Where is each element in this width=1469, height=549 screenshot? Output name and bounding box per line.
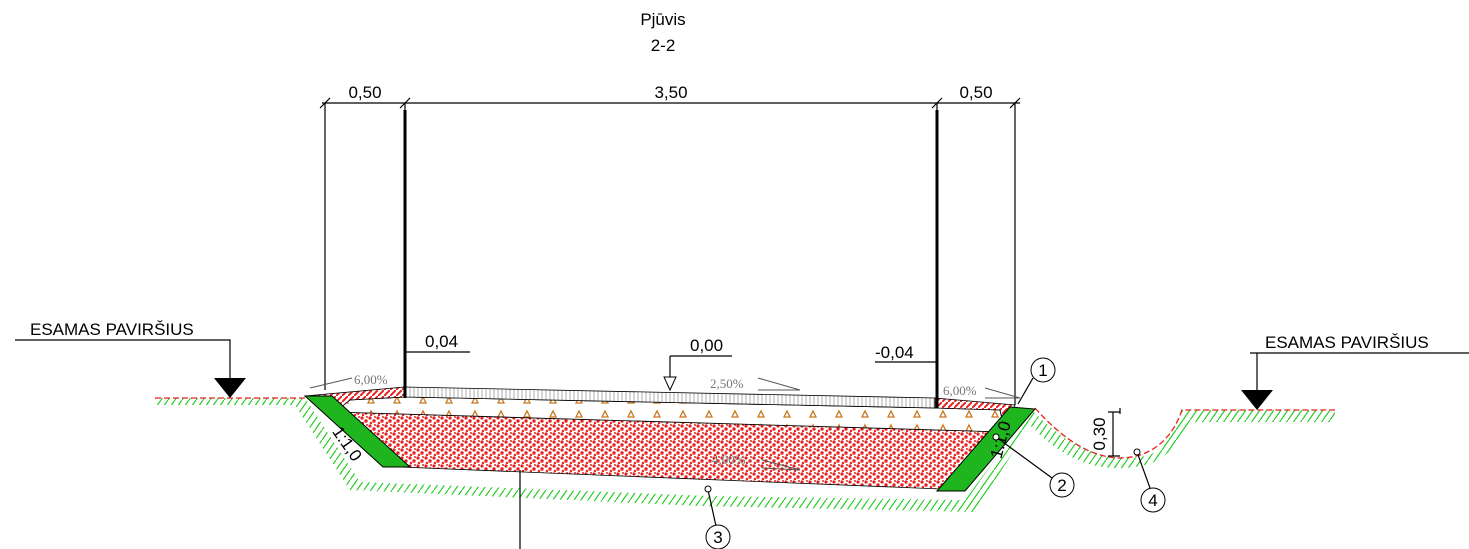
title: Pjūvis bbox=[640, 10, 685, 29]
callout-circle bbox=[1140, 487, 1166, 513]
slope-left bbox=[303, 395, 412, 468]
callout-circle bbox=[1049, 472, 1075, 498]
level-arrow bbox=[663, 376, 677, 392]
depth-dimension bbox=[1108, 408, 1121, 457]
dimension: 0,50 bbox=[959, 83, 992, 102]
slope-label: 4,00% bbox=[712, 452, 746, 467]
callout: 2 bbox=[1057, 476, 1066, 495]
callout: 1 bbox=[1038, 361, 1047, 380]
callout: 4 bbox=[1148, 491, 1157, 510]
slope-right bbox=[935, 406, 1037, 492]
level: -0,04 bbox=[875, 343, 914, 362]
dimension: 3,50 bbox=[654, 83, 687, 102]
ground-hatch bbox=[155, 398, 1335, 512]
leader bbox=[15, 339, 1469, 392]
slope-label: 6,00% bbox=[943, 383, 977, 398]
level-leader bbox=[405, 351, 937, 378]
label: ESAMAS PAVIRŠIUS bbox=[1265, 333, 1429, 352]
edge-markers bbox=[403, 110, 939, 408]
callout-point bbox=[992, 433, 1000, 441]
level: 0,04 bbox=[425, 332, 458, 351]
depth: 0,30 bbox=[1090, 417, 1109, 450]
slope-label: 6,00% bbox=[354, 372, 388, 387]
section-number: 2-2 bbox=[651, 36, 676, 55]
label: ESAMAS PAVIRŠIUS bbox=[30, 320, 194, 339]
slope-label: 2,50% bbox=[710, 376, 744, 391]
level: 0,00 bbox=[690, 336, 723, 355]
callout-point bbox=[1133, 448, 1141, 456]
callout-point bbox=[704, 485, 712, 493]
callout-circle bbox=[705, 524, 731, 549]
callout-leader bbox=[519, 377, 1151, 549]
dimension: 0,50 bbox=[348, 83, 381, 102]
callout-circle bbox=[1030, 357, 1056, 383]
callout: 3 bbox=[713, 528, 722, 547]
slope-arrow bbox=[309, 377, 1021, 471]
